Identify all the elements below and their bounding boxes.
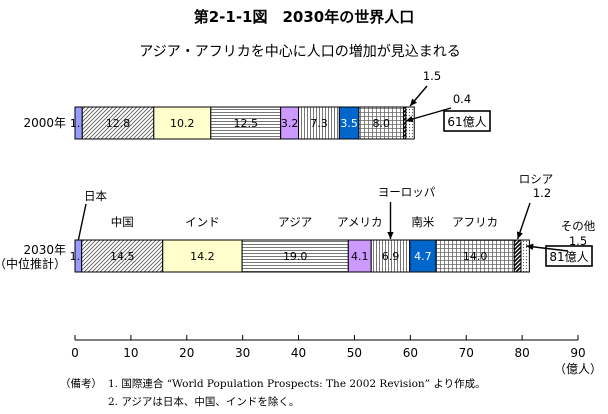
bar-2030-africa <box>435 239 515 273</box>
europe-arrowhead <box>387 232 394 239</box>
label-2030-india: 14.2 <box>190 250 215 263</box>
russia-2000-arrow <box>405 107 452 122</box>
segment-name-other: その他 <box>561 219 596 233</box>
segment-name-china: 中国 <box>111 215 134 229</box>
label-2000-africa: 8.0 <box>373 117 391 130</box>
notes: （備考） 1. 国際連合 “World Population Prospects… <box>60 377 486 408</box>
x-tick-label: 90 <box>570 346 585 360</box>
bar-2000-china <box>81 106 155 140</box>
label-2000-south-america: 3.5 <box>340 117 358 130</box>
label-2030-asia: 19.0 <box>283 250 308 263</box>
category-label-2030: 2030年 <box>23 243 66 257</box>
bar-2000-asia <box>210 106 282 140</box>
segment-name-russia: ロシア <box>519 172 554 186</box>
bar-2030-europe <box>370 239 411 273</box>
label-2030-africa: 14.0 <box>463 250 488 263</box>
bar-2000-europe <box>298 106 340 140</box>
x-tick-label: 50 <box>347 346 362 360</box>
category-label-2000: 2000年 <box>23 116 66 130</box>
x-tick-label: 80 <box>514 346 529 360</box>
segment-name-south-america: 南米 <box>411 215 434 229</box>
figure-title: 第2-1-1図 2030年の世界人口 <box>194 8 415 26</box>
label-2000-asia: 12.5 <box>233 117 258 130</box>
x-axis: 0 10 20 30 40 50 60 70 80 90 （億人） <box>71 335 602 376</box>
x-tick-label: 40 <box>291 346 306 360</box>
x-tick-label: 30 <box>235 346 250 360</box>
other-2000-arrowhead <box>410 98 418 106</box>
label-2000-india: 10.2 <box>170 117 195 130</box>
label-2030-china: 14.5 <box>110 250 135 263</box>
label-2030-america: 4.1 <box>351 250 369 263</box>
label-2030-south-america: 4.7 <box>414 250 432 263</box>
segment-name-japan: 日本 <box>84 189 107 203</box>
russia-2000-value: 0.4 <box>453 92 471 106</box>
category-label-2030: （中位推計） <box>0 256 66 271</box>
total-box-2000 <box>443 110 491 132</box>
russia-2000-arrowhead <box>405 115 414 123</box>
segment-name-africa: アフリカ <box>452 215 498 229</box>
total-label-2000: 61億人 <box>447 115 486 129</box>
note-2: 2. アジアは日本、中国、インドを除く。 <box>108 395 299 408</box>
x-tick-label: 60 <box>403 346 418 360</box>
x-axis-unit: （億人） <box>554 362 602 376</box>
segment-name-india: インド <box>185 215 220 229</box>
bar-2030-russia <box>513 239 522 273</box>
other-2030-value: 1.5 <box>569 234 587 248</box>
chart-subtitle: アジア・アフリカを中心に人口の増加が見込まれる <box>139 44 460 60</box>
bar-2000-africa <box>358 106 405 140</box>
bar-2030-asia <box>241 239 349 273</box>
x-tick-label: 0 <box>71 346 79 360</box>
bar-2000-other <box>405 106 415 140</box>
other-2030-arrowhead <box>526 243 534 251</box>
other-2000-value: 1.5 <box>423 69 441 83</box>
other-2030-arrow <box>526 245 569 252</box>
segment-name-europe: ヨーロッパ <box>378 185 436 199</box>
label-2000-america: 3.2 <box>281 117 299 130</box>
bar-2030-other <box>520 239 530 273</box>
note-1: 1. 国際連合 “World Population Prospects: The… <box>108 377 486 390</box>
russia-2030-arrowhead <box>516 231 523 239</box>
segment-name-asia: アジア <box>278 215 312 229</box>
x-tick-label: 70 <box>459 346 474 360</box>
label-2030-europe: 6.9 <box>382 250 400 263</box>
japan-leader <box>77 203 87 241</box>
bar-2030-china <box>81 239 164 273</box>
label-2000-europe: 7.3 <box>310 117 328 130</box>
bar-2000-india <box>153 106 212 140</box>
russia-2030-value: 1.2 <box>533 186 551 200</box>
bar-2030-south-america <box>409 239 437 273</box>
notes-label: （備考） <box>60 377 102 390</box>
x-tick-label: 10 <box>123 346 138 360</box>
total-label-2030: 81億人 <box>549 250 588 264</box>
label-2000-china: 12.8 <box>106 117 131 130</box>
segment-name-america: アメリカ <box>337 215 382 229</box>
total-box-2030 <box>545 245 593 267</box>
x-tick-label: 20 <box>179 346 194 360</box>
bar-2030-india <box>162 239 243 273</box>
